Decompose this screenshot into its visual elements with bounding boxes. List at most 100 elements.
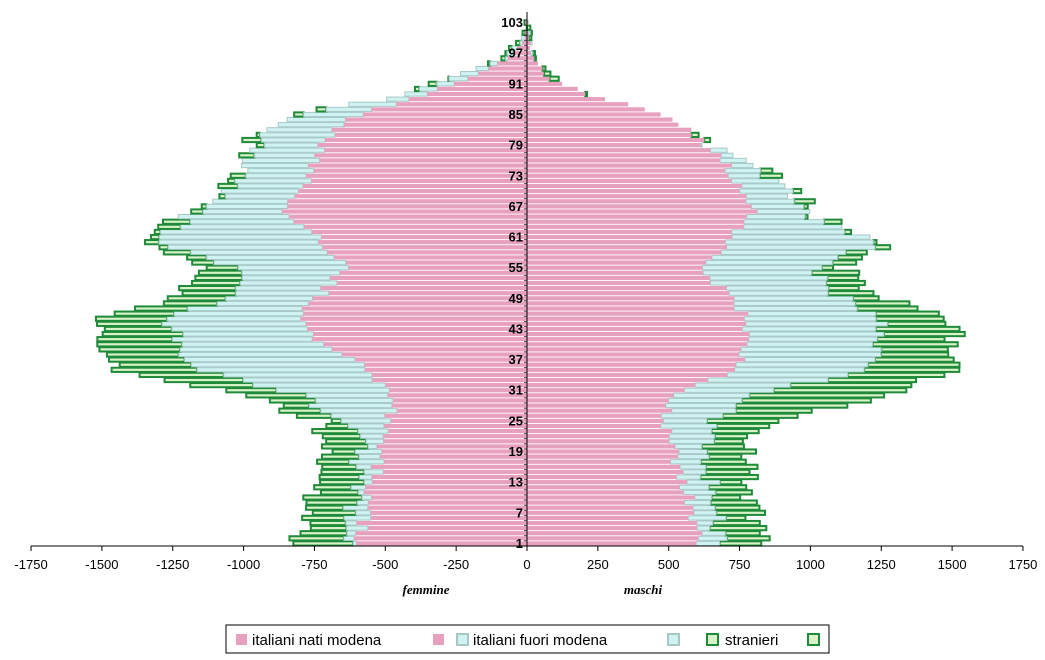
bar-fuori-female-4	[346, 525, 369, 531]
bar-stranieri-male-57	[836, 254, 863, 261]
bar-fuori-male-68	[745, 198, 795, 204]
bar-stranieri-male-3	[724, 530, 761, 537]
bar-stranieri-female-59	[158, 244, 170, 251]
bar-nati-female-13	[372, 480, 527, 485]
bar-nati-female-96	[508, 56, 527, 61]
bar-nati-female-98	[517, 45, 527, 51]
bar-fuori-female-65	[177, 214, 290, 220]
bar-fuori-female-46	[173, 311, 304, 317]
bar-nati-male-10	[527, 495, 695, 500]
age-tick-label: 43	[509, 321, 523, 336]
bar-nati-female-20	[376, 444, 527, 449]
bar-stranieri-male-81	[690, 131, 700, 139]
age-tick-label: 91	[509, 76, 523, 91]
bar-fuori-female-62	[160, 229, 313, 235]
bar-stranieri-male-36	[866, 361, 961, 368]
bar-fuori-female-11	[358, 489, 365, 495]
bar-stranieri-male-27	[734, 407, 813, 414]
bar-stranieri-female-2	[288, 535, 345, 542]
x-tick-label: -250	[443, 557, 469, 572]
bar-stranieri-female-44	[96, 320, 164, 327]
bar-stranieri-male-20	[700, 443, 745, 450]
bar-nati-female-97	[514, 51, 527, 56]
bar-fuori-male-53	[709, 275, 828, 281]
bar-fuori-female-50	[235, 290, 330, 296]
bar-nati-male-88	[527, 97, 605, 102]
bar-fuori-female-76	[241, 157, 321, 164]
bar-nati-female-9	[368, 500, 527, 505]
bar-nati-female-73	[306, 173, 527, 178]
bar-fuori-female-40	[181, 341, 325, 347]
bar-stranieri-female-55	[205, 264, 240, 271]
bar-fuori-female-91	[436, 81, 455, 87]
bar-fuori-male-26	[660, 413, 724, 419]
bar-nati-female-8	[367, 505, 527, 510]
bar-fuori-male-23	[671, 428, 712, 434]
bar-nati-male-3	[527, 531, 703, 536]
bar-fuori-female-26	[331, 413, 386, 419]
bar-fuori-male-19	[678, 448, 708, 455]
bar-fuori-female-15	[363, 469, 384, 475]
bar-fuori-female-19	[354, 448, 383, 455]
bar-nati-male-72	[527, 178, 732, 183]
legend-label-stranieri: stranieri	[725, 632, 778, 649]
bar-stranieri-male-24	[715, 422, 771, 430]
bar-fuori-male-59	[726, 244, 876, 250]
bar-stranieri-male-31	[772, 387, 908, 394]
bar-fuori-female-12	[350, 484, 367, 490]
bar-stranieri-male-73	[758, 172, 784, 179]
bar-fuori-female-21	[365, 438, 384, 444]
bar-nati-male-7	[527, 510, 694, 515]
bar-stranieri-female-91	[427, 80, 438, 87]
bar-nati-female-27	[397, 408, 527, 413]
bar-stranieri-male-21	[713, 438, 744, 445]
bar-nati-female-76	[319, 158, 527, 163]
bar-fuori-female-48	[216, 300, 310, 307]
bar-fuori-female-68	[212, 198, 289, 204]
bar-stranieri-male-51	[827, 285, 860, 292]
bar-stranieri-female-22	[321, 433, 362, 440]
bar-stranieri-female-35	[110, 366, 199, 373]
bar-nati-male-27	[527, 408, 672, 413]
bar-fuori-female-32	[252, 382, 386, 388]
bar-fuori-male-2	[697, 535, 728, 541]
bar-fuori-male-66	[756, 208, 811, 215]
bar-stranieri-female-60	[144, 239, 160, 246]
bar-fuori-female-66	[202, 208, 283, 215]
bar-stranieri-female-25	[330, 417, 343, 424]
bar-stranieri-female-96	[500, 55, 507, 62]
x-tick-label: 1250	[867, 557, 896, 572]
bar-nati-female-15	[383, 469, 527, 475]
bar-stranieri-female-51	[178, 285, 237, 292]
bar-nati-male-8	[527, 505, 693, 510]
bar-fuori-male-72	[731, 178, 780, 184]
bar-nati-female-26	[384, 413, 527, 418]
bar-fuori-male-58	[720, 249, 847, 255]
bar-stranieri-female-86	[315, 106, 328, 113]
bar-stranieri-female-23	[311, 427, 360, 435]
bar-nati-male-58	[527, 250, 722, 255]
bar-fuori-female-38	[178, 351, 343, 358]
bar-nati-male-17	[527, 459, 671, 464]
bar-fuori-male-78	[710, 147, 728, 153]
bar-stranieri-male-50	[826, 290, 875, 297]
bar-fuori-female-18	[358, 454, 381, 460]
bar-nati-male-97	[527, 51, 531, 56]
bar-nati-female-63	[303, 224, 527, 229]
age-tick-label: 61	[509, 230, 523, 245]
bar-nati-male-80	[527, 137, 705, 143]
bar-nati-female-2	[354, 536, 527, 541]
bar-nati-female-58	[327, 250, 527, 255]
bar-fuori-female-71	[237, 183, 304, 189]
bar-stranieri-female-42	[101, 330, 185, 338]
age-tick-label: 67	[509, 199, 523, 214]
bar-stranieri-female-57	[186, 254, 208, 261]
bar-nati-male-15	[527, 469, 684, 475]
bar-fuori-female-86	[325, 106, 373, 112]
bar-stranieri-male-96	[533, 55, 537, 62]
x-tick-label: 1000	[796, 557, 825, 572]
x-tick-labels: -1750 -1500 -1250 -1000 -750 -500 -250 0 250 500 7…	[14, 557, 1037, 572]
bar-fuori-female-77	[254, 152, 316, 158]
bar-nati-female-35	[364, 367, 527, 372]
bar-fuori-female-37	[184, 357, 356, 363]
